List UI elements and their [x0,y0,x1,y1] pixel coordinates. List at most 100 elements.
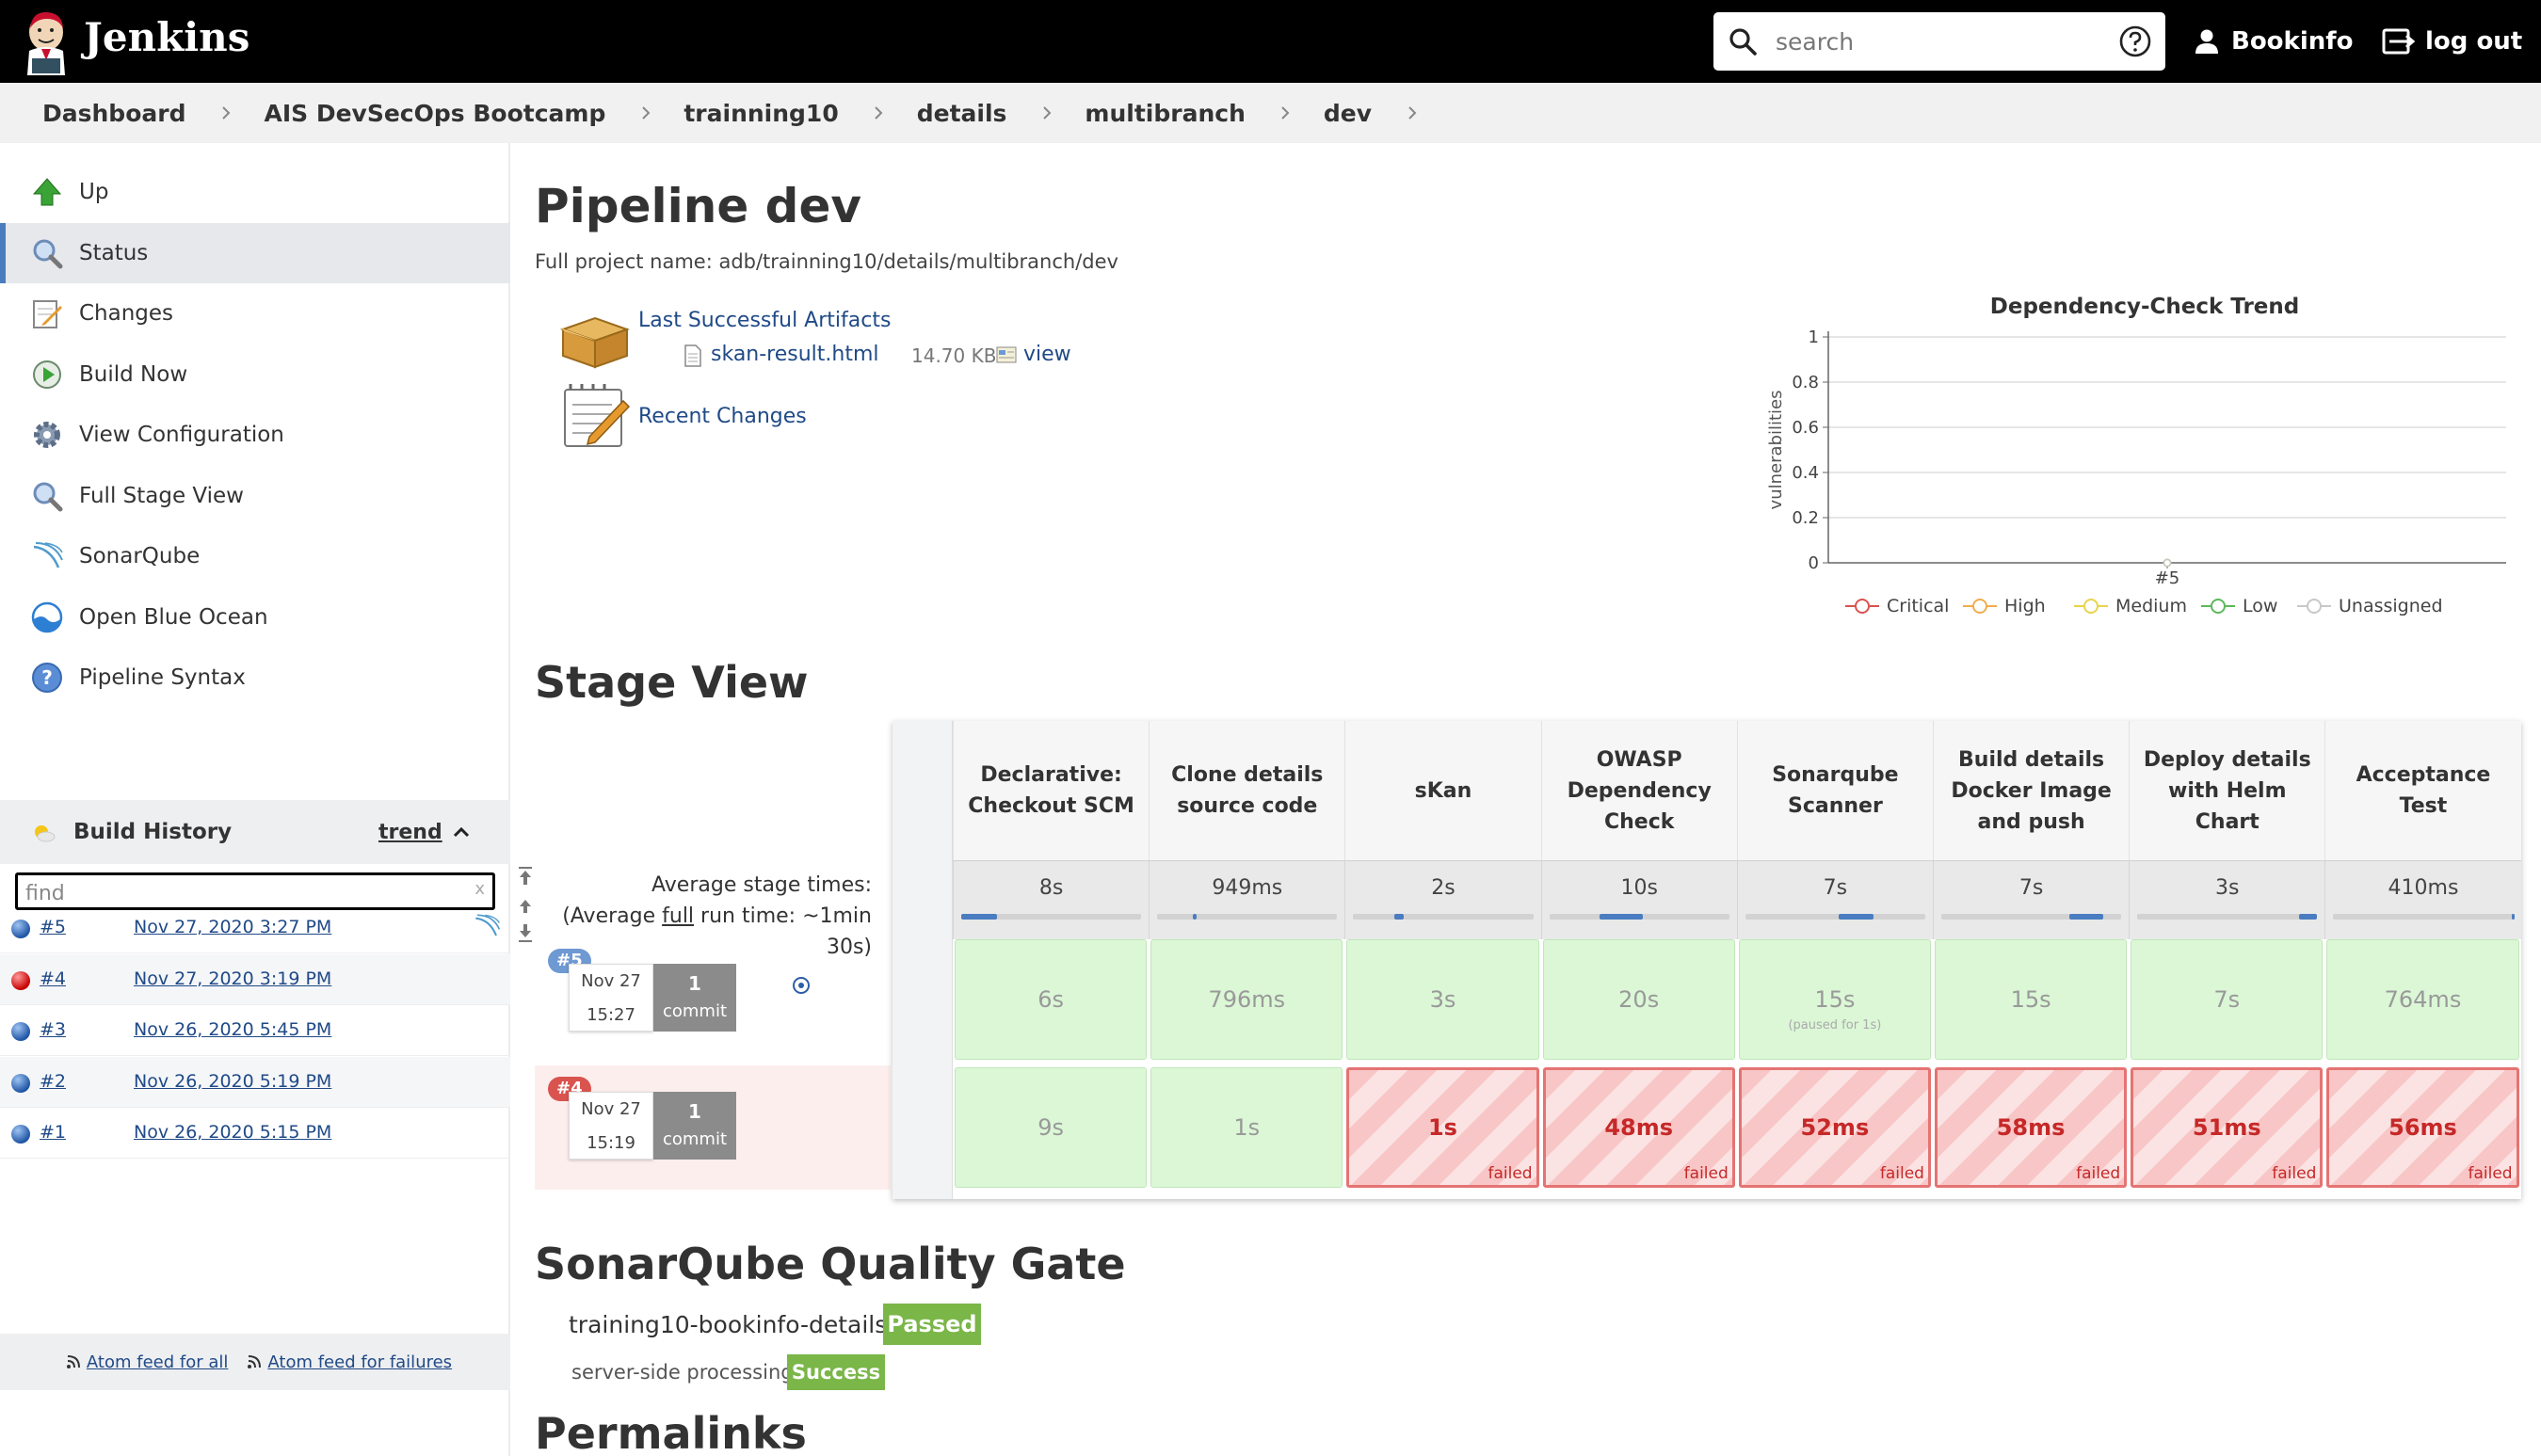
stage-cell[interactable]: 7s [2131,939,2324,1060]
stage-cell[interactable]: 56ms failed [2326,1067,2519,1188]
artifact-view-link[interactable]: view [1023,343,1071,366]
stage-header: Acceptance Test [2324,721,2521,860]
build-history-header: Build History trend [0,800,510,864]
build-success-icon [11,1125,30,1144]
avg-full-link[interactable]: full [662,904,695,928]
stage-cell[interactable]: 1s failed [1346,1067,1539,1188]
stage-name: OWASP Dependency Check [1567,747,1712,834]
breadcrumb-item[interactable]: AIS DevSecOps Bootcamp [264,99,606,127]
chevron-right-icon[interactable] [873,103,885,123]
breadcrumb-item[interactable]: multibranch [1085,99,1246,127]
build-commits-button[interactable]: 1 commit [653,964,736,1032]
help-icon[interactable] [2118,24,2152,58]
stage-cell[interactable]: 52ms failed [1738,1067,1931,1188]
stage-cell[interactable]: 764ms [2326,939,2519,1060]
stage-cell[interactable]: 1s [1150,1067,1343,1188]
build-date-link[interactable]: Nov 27, 2020 3:19 PM [134,968,332,989]
legend-label[interactable]: Critical [1887,596,1949,616]
build-number-link[interactable]: #2 [40,1070,67,1092]
stage-cell[interactable]: 3s [1346,939,1539,1060]
sidebar-item-full-stage-view[interactable]: Full Stage View [0,466,510,526]
stage-cell-failed-label: failed [1488,1164,1533,1183]
permalinks-title: Permalinks [535,1408,807,1456]
jenkins-logo-icon[interactable] [23,8,70,75]
user-link[interactable]: Bookinfo [2194,21,2353,62]
build-history-title: Build History [73,820,233,844]
build-date-link[interactable]: Nov 27, 2020 3:27 PM [134,917,332,937]
stage-cell[interactable]: 15s (paused for 1s) [1738,939,1931,1060]
sidebar-item-label: Changes [79,301,174,326]
sidebar-item-changes[interactable]: Changes [0,283,510,344]
build-date-link[interactable]: Nov 26, 2020 5:45 PM [134,1019,332,1040]
rss-icon [248,1355,262,1368]
last-successful-artifacts-link[interactable]: Last Successful Artifacts [638,309,892,332]
artifact-file-link[interactable]: skan-result.html [711,343,879,366]
stage-cell[interactable]: 9s [955,1067,1148,1188]
stage-header: Build details Docker Image and push [1933,721,2130,860]
sonar-project-name[interactable]: training10-bookinfo-details [569,1311,888,1338]
stage-cell-duration: 9s [1037,1114,1064,1141]
legend-marker-high [1972,599,1987,614]
app-title[interactable]: Jenkins [84,14,250,60]
build-date-link[interactable]: Nov 26, 2020 5:15 PM [134,1122,332,1143]
atom-feed-all-link[interactable]: Atom feed for all [86,1352,229,1372]
logout-link[interactable]: log out [2382,21,2522,62]
stage-cell[interactable]: 51ms failed [2131,1067,2324,1188]
sidebar-item-up[interactable]: Up [0,162,510,222]
recent-changes-link[interactable]: Recent Changes [638,405,807,428]
legend-label[interactable]: Unassigned [2339,596,2443,616]
sidebar-item-label: SonarQube [79,544,201,568]
chevron-right-icon[interactable] [1406,103,1418,123]
stage-cell[interactable]: 6s [955,939,1148,1060]
breadcrumb-item[interactable]: details [916,99,1007,127]
stage-average-cell: 3s [2129,860,2325,939]
stage-average-bar [1941,914,2122,920]
build-history-trend-link[interactable]: trend [378,821,442,844]
chevron-right-icon[interactable] [1040,103,1053,123]
stage-view-scroll-controls[interactable] [516,862,535,947]
breadcrumb-item[interactable]: Dashboard [42,99,186,127]
legend-label[interactable]: Medium [2115,596,2187,616]
sidebar-item-view-configuration[interactable]: View Configuration [0,405,510,465]
breadcrumb-item[interactable]: trainning10 [683,99,839,127]
chevron-up-icon[interactable] [450,821,473,843]
sidebar-item-open-blue-ocean[interactable]: Open Blue Ocean [0,587,510,648]
sonarqube-icon[interactable] [473,912,501,940]
breadcrumb-item[interactable]: dev [1323,99,1373,127]
build-date-link[interactable]: Nov 26, 2020 5:19 PM [134,1070,332,1092]
build-number-link[interactable]: #5 [40,917,67,937]
chevron-right-icon[interactable] [219,103,232,123]
chevron-right-icon[interactable] [639,103,651,123]
sidebar-item-build-now[interactable]: Build Now [0,344,510,405]
download-artifact-icon[interactable] [791,975,812,996]
stage-cell[interactable]: 20s [1542,939,1735,1060]
build-commits-button[interactable]: 1 commit [653,1092,736,1160]
atom-feed-failures-link[interactable]: Atom feed for failures [267,1352,453,1372]
build-now-icon [30,358,64,392]
find-clear-button[interactable]: x [474,879,485,899]
stage-name: Declarative: Checkout SCM [968,763,1134,818]
build-history-find-input[interactable] [25,879,468,907]
stage-cell[interactable]: 48ms failed [1542,1067,1735,1188]
stage-cell[interactable]: 796ms [1150,939,1343,1060]
build-number-link[interactable]: #3 [40,1019,67,1040]
stage-cell-failed-label: failed [1683,1164,1729,1183]
chart-title: Dependency-Check Trend [1990,295,2299,319]
legend-label[interactable]: High [2004,596,2046,616]
average-run-time-text: (Average full run time: ~1min 30s) [555,901,872,963]
chart-y-axis-label: vulnerabilities [1766,391,1786,510]
chevron-right-icon[interactable] [1279,103,1292,123]
stage-average-time: 7s [2018,876,2044,900]
commit-label: commit [662,1001,728,1021]
build-number-link[interactable]: #1 [40,1122,67,1143]
stage-cell[interactable]: 15s [1935,939,2128,1060]
build-number-link[interactable]: #4 [40,968,67,989]
sidebar-item-sonarqube[interactable]: SonarQube [0,526,510,586]
sidebar-item-pipeline-syntax[interactable]: ? Pipeline Syntax [0,648,510,708]
stage-cell-duration: 7s [2213,986,2241,1013]
search-input[interactable] [1776,25,2096,57]
stage-cell[interactable]: 58ms failed [1935,1067,2128,1188]
sidebar-item-status[interactable]: Status [0,222,510,283]
legend-label[interactable]: Low [2243,596,2277,616]
sonarqube-quality-gate-title: SonarQube Quality Gate [535,1239,1126,1289]
